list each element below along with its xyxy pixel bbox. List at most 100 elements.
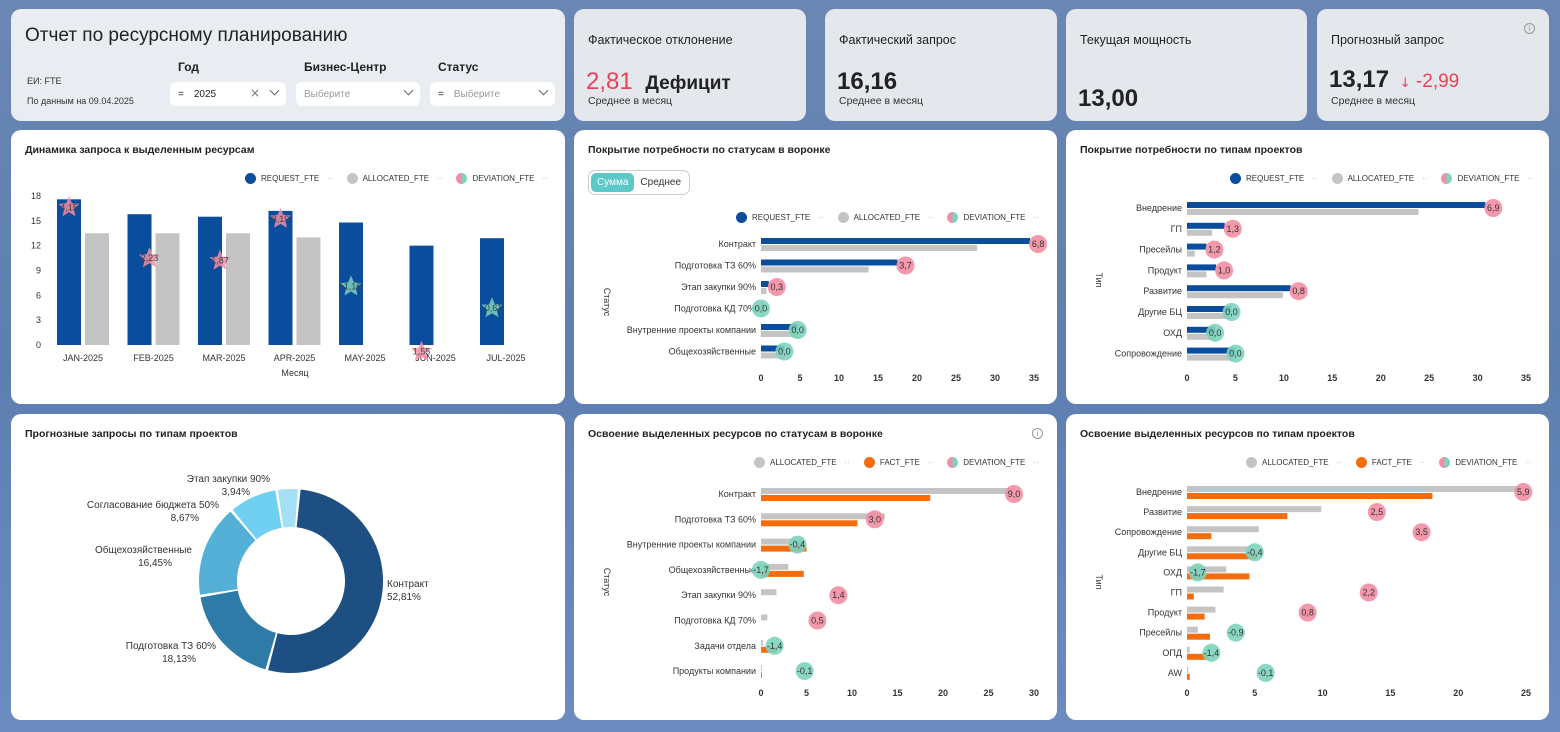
- deviation-bubble: [1226, 344, 1245, 363]
- deviation-label: 0,0: [1209, 328, 1222, 338]
- kpi-delta-value: -2,99: [1415, 71, 1460, 92]
- allocated-bar: [761, 266, 869, 273]
- legend-item-allocated[interactable]: ALLOCATED_FTE ··: [346, 173, 442, 184]
- y-tick-label: 0: [36, 340, 41, 350]
- allocated-bar: [761, 563, 789, 570]
- allocated-bar: [761, 665, 762, 672]
- legend-item-request[interactable]: REQUEST_FTE ··: [1230, 173, 1318, 184]
- allocated-bar: [1187, 250, 1195, 257]
- allocated-bar: [296, 237, 321, 345]
- deviation-label: 3,5: [1415, 527, 1428, 537]
- clear-icon[interactable]: ×: [249, 86, 260, 100]
- year-select[interactable]: = 2025 ×: [170, 82, 286, 106]
- deviation-bubble: [829, 586, 848, 605]
- request-bar: [1187, 326, 1216, 333]
- request-bar: [761, 281, 769, 287]
- coverage-type-chart: 0 5 10 15 20 25 30 35 Тип Внедрение 6,9 ГП 1,3 Пресей…: [1094, 199, 1531, 383]
- category-label: Развитие: [1143, 286, 1182, 296]
- x-axis-title: Месяц: [281, 368, 308, 378]
- x-tick-label: 10: [1318, 688, 1328, 698]
- deviation-label: -0,4: [790, 540, 806, 550]
- y-tick-label: 6: [36, 290, 41, 300]
- slice-label: Общехозяйственные: [95, 544, 192, 556]
- fact-bar: [1187, 653, 1209, 660]
- deviation-label: -0,9: [1228, 628, 1244, 638]
- status-select[interactable]: = Выберите: [430, 82, 555, 106]
- legend-item-deviation[interactable]: DEVIATION_FTE ··: [1441, 173, 1533, 184]
- legend-item-deviation[interactable]: DEVIATION_FTE ··: [947, 212, 1039, 223]
- x-tick-label: 5: [1252, 688, 1257, 698]
- deviation-label: 3,7: [899, 261, 912, 271]
- request-bar: [761, 238, 1031, 244]
- request-bar: [1187, 306, 1232, 312]
- chart-card-utilization-type: Освоение выделенных ресурсов по типам пр…: [1066, 414, 1549, 720]
- category-label: Подготовка КД 70%: [674, 616, 756, 626]
- deviation-label: -1,16: [341, 281, 362, 291]
- deviation-star: [58, 196, 80, 217]
- kpi-value: 13,00: [1078, 85, 1139, 112]
- allocated-bar: [1187, 546, 1251, 553]
- deviation-bubble: [1412, 523, 1431, 542]
- legend-item-allocated[interactable]: ALLOCATED_FTE ··: [837, 212, 933, 223]
- legend-more: ··: [1033, 458, 1039, 467]
- fact-bar: [1187, 593, 1194, 600]
- legend-item-fact[interactable]: FACT_FTE ··: [863, 457, 933, 468]
- request-bar: [761, 345, 785, 352]
- legend-item-deviation[interactable]: DEVIATION_FTE ··: [1439, 457, 1531, 468]
- category-label: Пресейлы: [1139, 245, 1182, 255]
- chevron-down-icon: [403, 85, 414, 96]
- x-tick-label: 15: [1385, 688, 1395, 698]
- legend-item-request[interactable]: REQUEST_FTE ··: [736, 212, 824, 223]
- status-placeholder: Выберите: [453, 88, 501, 100]
- year-select-operator: =: [178, 88, 184, 100]
- legend-item-allocated[interactable]: ALLOCATED_FTE ··: [1331, 173, 1427, 184]
- chart-legend: ALLOCATED_FTE ·· FACT_FTE ·· DEVIATION_FTE…: [754, 457, 1039, 468]
- deviation-bubble: [788, 535, 807, 554]
- request-bar: [761, 259, 898, 266]
- category-label: Пресейлы: [1139, 628, 1182, 638]
- deviation-label: 1,2: [1208, 245, 1221, 255]
- chart-card-coverage-status: Покрытие потребности по статусам в ворон…: [574, 130, 1057, 404]
- request-bar: [268, 210, 293, 345]
- category-label: Сопровождение: [1115, 349, 1182, 359]
- legend-label: DEVIATION_FTE: [1455, 458, 1518, 467]
- chart-legend: REQUEST_FTE ·· ALLOCATED_FTE ·· DEVIATION_…: [245, 173, 548, 184]
- legend-item-deviation[interactable]: DEVIATION_FTE ··: [456, 173, 548, 184]
- legend-dot: [947, 457, 959, 468]
- legend-item-fact[interactable]: FACT_FTE ··: [1355, 457, 1425, 468]
- toggle-sum[interactable]: Сумма: [591, 173, 635, 192]
- chart-card-forecast-types: Прогнозные запросы по типам проектов Кон…: [11, 414, 565, 720]
- legend-item-request[interactable]: REQUEST_FTE ··: [245, 173, 333, 184]
- toggle-average[interactable]: Среднее: [640, 177, 682, 188]
- legend-item-deviation[interactable]: DEVIATION_FTE ··: [947, 457, 1039, 468]
- chart-legend: ALLOCATED_FTE ·· FACT_FTE ·· DEVIATION_FTE…: [1246, 457, 1531, 468]
- legend-label: ALLOCATED_FTE: [770, 458, 837, 467]
- legend-label: FACT_FTE: [879, 458, 920, 467]
- business-center-select[interactable]: Выберите: [296, 82, 420, 106]
- x-tick-label: 15: [873, 373, 883, 383]
- status-filter-label: Статус: [438, 60, 479, 74]
- deviation-label: 0,5: [811, 616, 824, 626]
- info-icon[interactable]: i: [1524, 23, 1535, 34]
- legend-item-allocated[interactable]: ALLOCATED_FTE ··: [754, 457, 850, 468]
- category-label: Продукт: [1148, 608, 1182, 618]
- category-label: Подготовка ТЗ 60%: [675, 514, 756, 524]
- legend-item-allocated[interactable]: ALLOCATED_FTE ··: [1246, 457, 1342, 468]
- deviation-label: -1,4: [1204, 648, 1220, 658]
- allocated-bar: [1187, 209, 1419, 215]
- allocated-bar: [1187, 333, 1216, 340]
- slice-label: Этап закупки 90%: [187, 474, 270, 485]
- dynamics-chart: 0 3 6 9 12 15 18 JAN-2025 4,15 FEB-2025 2,23 MAR-20…: [31, 191, 526, 378]
- x-tick-label: 10: [1279, 373, 1289, 383]
- deviation-label: 5,9: [1517, 487, 1530, 497]
- info-icon[interactable]: i: [1032, 428, 1043, 439]
- legend-label: ALLOCATED_FTE: [362, 174, 430, 183]
- forecast-donut-chart: Контракт 52,81% Подготовка ТЗ 60% 18,13% Общ…: [87, 474, 429, 674]
- chart-card-dynamics: Динамика запроса к выделенным ресурсам R…: [11, 130, 565, 404]
- legend-more: ··: [1336, 458, 1342, 467]
- allocated-bar: [761, 538, 805, 545]
- chart-legend: REQUEST_FTE ·· ALLOCATED_FTE ·· DEVIATION_…: [1230, 173, 1533, 184]
- allocated-bar: [226, 233, 250, 345]
- category-label: Внутренние проекты компании: [627, 325, 756, 335]
- category-label: AW: [1168, 668, 1183, 678]
